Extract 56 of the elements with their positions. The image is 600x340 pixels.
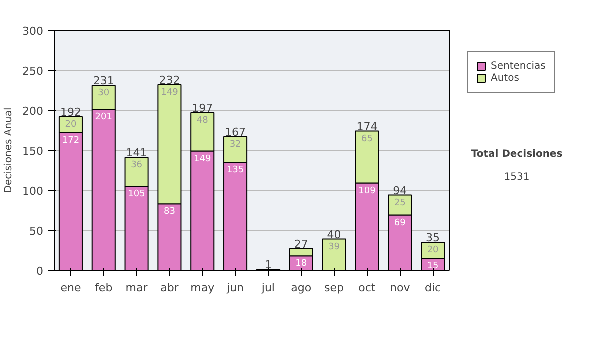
x-tick-label: feb (95, 282, 113, 294)
y-axis-title: Decisiones Anual (4, 108, 15, 194)
total-label: 27 (294, 238, 308, 251)
data-label: 65 (361, 134, 373, 144)
data-label: 135 (226, 166, 244, 176)
total-label: 141 (126, 146, 148, 160)
x-tick-label: oct (358, 282, 376, 294)
total-label: 1 (264, 258, 272, 272)
text: Total Decisiones (471, 148, 563, 160)
legend-label: Autos (491, 72, 520, 84)
x-tick-label: jul (260, 282, 276, 294)
total-label: 197 (192, 102, 214, 115)
x-tick-label: jun (226, 282, 244, 294)
total-label: 94 (393, 184, 408, 198)
data-label: 48 (196, 116, 209, 126)
data-label: 149 (194, 154, 212, 164)
y-tick-label: 50 (30, 225, 44, 238)
x-tick-label: nov (390, 282, 411, 294)
data-label: 20 (427, 246, 440, 256)
data-label: 201 (95, 112, 112, 123)
data-label: 39 (328, 242, 340, 252)
data-label: 18 (296, 259, 308, 270)
data-label: 109 (358, 186, 376, 196)
x-tick-label: sep (324, 282, 344, 294)
data-label: 69 (394, 218, 406, 228)
x-tick-label: dic (425, 282, 442, 294)
data-label: 36 (131, 160, 143, 171)
x-tick-label: mar (126, 282, 148, 294)
x-tick-label: may (190, 282, 216, 294)
data-label: 32 (230, 140, 242, 150)
data-label: 172 (62, 136, 80, 146)
total-label: 192 (60, 106, 82, 119)
total-label: 174 (356, 120, 378, 134)
x-tick-label: abr (160, 282, 180, 294)
total-label: 231 (93, 74, 114, 88)
x-tick-label: ene (60, 282, 82, 294)
data-label: 25 (394, 198, 406, 208)
y-tick-label: 200 (22, 105, 44, 118)
data-label: 83 (164, 207, 176, 218)
data-label: 105 (128, 190, 146, 200)
y-tick-label: 300 (22, 25, 44, 38)
data-label: 15 (427, 262, 439, 272)
text: 1531 (504, 172, 530, 183)
y-tick-label: 150 (22, 145, 44, 158)
y-tick-label: 100 (22, 185, 44, 198)
total-label: 40 (327, 228, 342, 242)
y-tick-label: 250 (22, 65, 44, 78)
data-label: 30 (98, 88, 110, 99)
x-tick-label: ago (291, 282, 312, 294)
legend-label: Sentencias (491, 60, 546, 72)
data-label: 20 (65, 120, 77, 130)
total-label: 232 (159, 74, 180, 87)
total-label: 167 (225, 126, 246, 139)
y-tick-label: 0 (36, 265, 44, 278)
data-label: 149 (161, 88, 179, 98)
total-label: 35 (426, 232, 440, 244)
